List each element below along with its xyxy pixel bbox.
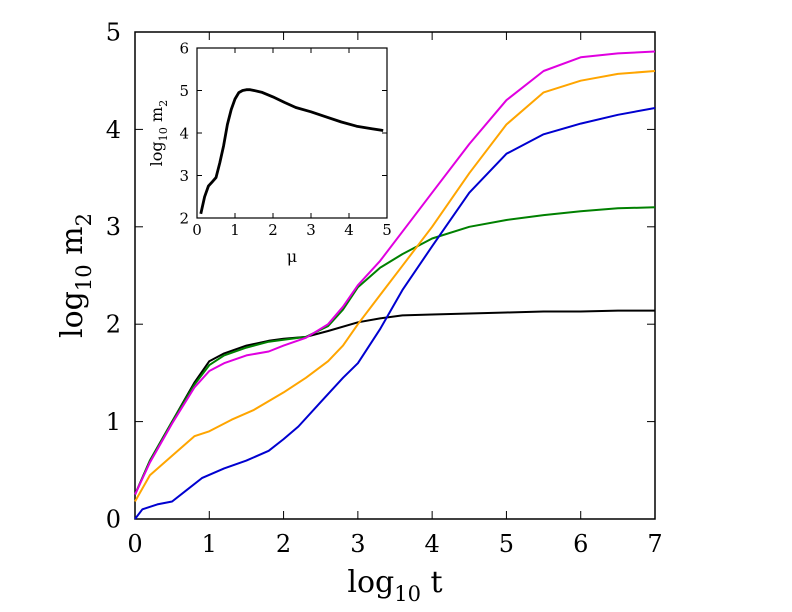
y-tick-label: 4 [106, 116, 121, 144]
x-tick-label: 5 [382, 221, 392, 239]
y-tick-label: 2 [179, 209, 189, 227]
x-tick-label: 2 [268, 221, 278, 239]
x-tick-label: 0 [192, 221, 202, 239]
series-line-orange [134, 70, 656, 502]
x-tick-label: 3 [306, 221, 316, 239]
y-tick-label: 4 [179, 124, 189, 142]
y-tick-label: 3 [106, 213, 121, 241]
x-axis-label: μ [287, 247, 297, 266]
y-tick-label: 2 [106, 311, 121, 339]
y-tick-label: 3 [179, 167, 189, 185]
x-tick-label: 1 [202, 530, 217, 558]
x-tick-label: 0 [127, 530, 142, 558]
y-tick-label: 6 [179, 39, 189, 57]
x-tick-label: 7 [647, 530, 662, 558]
y-tick-label: 5 [179, 82, 189, 100]
x-axis-label: log10 t [347, 565, 442, 606]
x-tick-label: 4 [425, 530, 440, 558]
y-axis-label: log10 m2 [147, 100, 170, 167]
x-tick-label: 1 [230, 221, 240, 239]
x-tick-label: 3 [350, 530, 365, 558]
x-tick-label: 6 [573, 530, 588, 558]
series-line-inset [199, 88, 384, 215]
inset-chart: 0 1 2 3 4 5 2 3 4 5 6 μ log10 m2 [147, 39, 392, 266]
series-line-green [134, 206, 656, 496]
y-tick-label: 1 [106, 408, 121, 436]
y-tick-label: 0 [106, 505, 121, 533]
series-line-magenta [134, 50, 656, 496]
x-tick-label: 4 [344, 221, 354, 239]
x-tick-label: 5 [499, 530, 514, 558]
main-chart: 0 1 2 3 4 5 6 7 0 1 2 3 4 5 log10 t log10 m2 [55, 18, 663, 606]
y-tick-label: 5 [106, 18, 121, 46]
x-tick-label: 2 [276, 530, 291, 558]
series-line-blue [134, 107, 656, 520]
plot-frame [134, 31, 656, 520]
series-line-black [134, 309, 655, 496]
y-axis-label: log10 m2 [55, 213, 96, 338]
